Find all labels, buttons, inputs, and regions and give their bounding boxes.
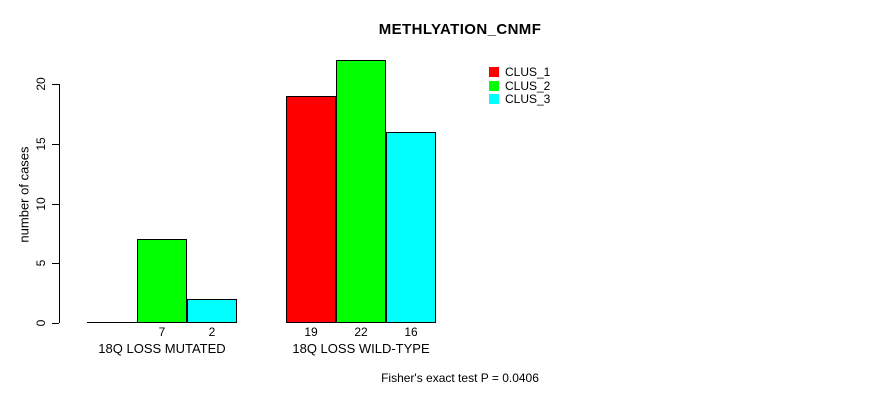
y-axis-tick [52,204,59,205]
y-axis-line [59,84,60,323]
legend-label-clus_1: CLUS_1 [505,65,551,79]
bar-value-label: 7 [158,325,166,339]
y-axis-tick-label: 20 [34,77,48,91]
fisher-test-caption: Fisher's exact test P = 0.0406 [381,371,539,385]
bar-clus_2-1 [137,239,187,323]
bar-clus_3-2 [386,132,436,323]
chart-title: METHLYATION_CNMF [378,21,542,38]
bar-clus_3-1 [187,299,237,323]
legend-label-clus_3: CLUS_3 [505,92,551,106]
y-axis-tick [52,263,59,264]
category-label: 18Q LOSS MUTATED [98,341,226,356]
bar-clus_2-2 [336,60,386,323]
y-axis-tick-label: 0 [34,319,48,327]
legend-swatch-clus_1 [489,67,499,77]
y-axis-tick [52,144,59,145]
y-axis-tick-label: 5 [34,259,48,267]
bar-value-label: 19 [304,325,318,339]
bar-value-label: 2 [208,325,216,339]
legend-swatch-clus_2 [489,80,499,91]
legend-swatch-clus_3 [489,94,499,104]
y-axis-tick-label: 10 [34,197,48,211]
y-axis-tick [52,323,59,324]
bar-clus_1-1-zero [87,322,137,323]
bar-value-label: 22 [354,325,368,339]
category-label: 18Q LOSS WILD-TYPE [292,341,430,356]
legend-label-clus_2: CLUS_2 [505,78,551,93]
y-axis-tick-label: 15 [34,137,48,151]
y-axis-tick [52,84,59,85]
bar-clus_1-2 [286,96,336,323]
bar-value-label: 16 [404,325,418,339]
